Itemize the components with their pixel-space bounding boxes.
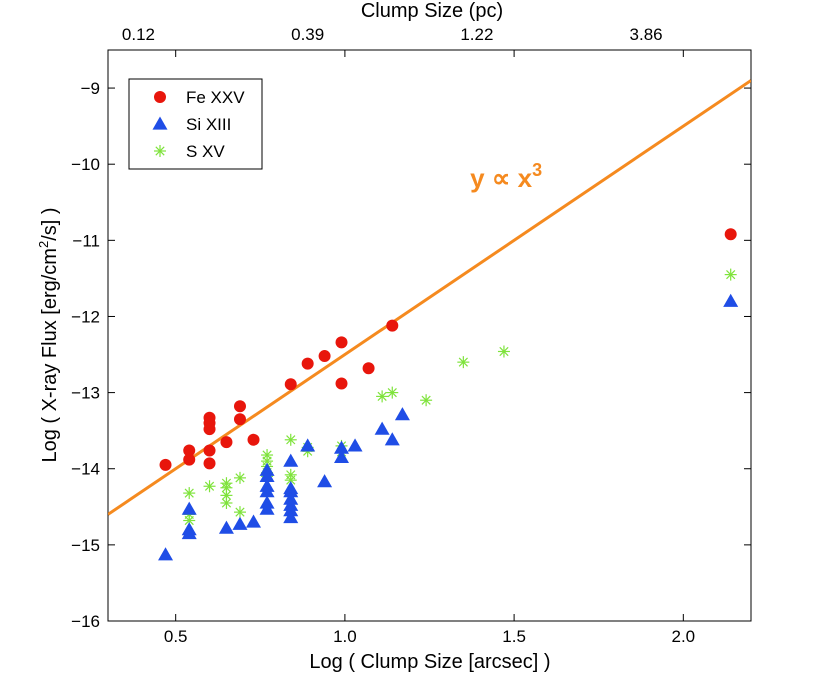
- point-s-xv: [497, 345, 510, 358]
- point-s-xv: [457, 356, 470, 369]
- point-si-xiii: [283, 503, 299, 517]
- legend-box: [128, 78, 263, 170]
- point-fe-xxv: [335, 336, 348, 349]
- point-si-xiii: [394, 407, 410, 421]
- point-s-xv: [183, 487, 196, 500]
- point-fe-xxv: [203, 444, 216, 457]
- point-si-xiii: [374, 421, 390, 435]
- point-si-xiii: [158, 547, 174, 561]
- point-fe-xxv: [362, 362, 375, 375]
- y-tick-label: −13: [71, 384, 100, 403]
- point-s-xv: [220, 496, 233, 509]
- point-si-xiii: [317, 474, 333, 488]
- point-s-xv: [183, 514, 196, 527]
- top-tick-label: 0.39: [291, 25, 324, 44]
- point-si-xiii: [283, 484, 299, 498]
- legend: Fe XXV Si XIII S XV: [128, 78, 263, 170]
- point-si-xiii: [259, 468, 275, 482]
- point-si-xiii: [334, 440, 350, 454]
- top-tick-label: 0.12: [122, 25, 155, 44]
- point-fe-xxv: [335, 377, 348, 390]
- point-fe-xxv: [301, 357, 314, 370]
- point-s-xv: [420, 394, 433, 407]
- top-tick-label: 1.22: [460, 25, 493, 44]
- point-fe-xxv: [183, 453, 196, 466]
- x-tick-label: 1.5: [502, 627, 526, 646]
- point-si-xiii: [232, 516, 248, 530]
- fit-label-sup: 3: [532, 160, 542, 180]
- fit-label-main: y ∝ x: [470, 163, 532, 193]
- x-tick-label: 0.5: [164, 627, 188, 646]
- top-axis-title: Clump Size (pc): [361, 0, 503, 22]
- y-tick-label: −10: [71, 155, 100, 174]
- point-fe-xxv: [318, 350, 331, 363]
- legend-label-si-xiii: Si XIII: [186, 115, 231, 134]
- point-fe-xxv: [284, 378, 297, 391]
- x-tick-label: 2.0: [671, 627, 695, 646]
- point-si-xiii: [218, 520, 234, 534]
- point-si-xiii: [283, 453, 299, 467]
- y-tick-label: −12: [71, 307, 100, 326]
- point-si-xiii: [181, 525, 197, 540]
- point-si-xiii: [300, 438, 316, 452]
- point-s-xv: [376, 390, 389, 403]
- point-si-xiii: [347, 438, 363, 452]
- y-axis-title: Log ( X-ray Flux [erg/cm2/s] ): [36, 207, 61, 462]
- legend-marker-s-xv: [154, 145, 166, 157]
- point-fe-xxv: [247, 433, 260, 446]
- legend-marker-fe-xxv: [154, 91, 166, 103]
- point-si-xiii: [723, 293, 739, 307]
- point-s-xv: [284, 433, 297, 446]
- x-axis-title: Log ( Clump Size [arcsec] ): [309, 651, 550, 673]
- y-tick-label: −14: [71, 460, 100, 479]
- point-s-xv: [203, 480, 216, 493]
- y-axis-title-end: /s] ): [39, 207, 61, 240]
- point-fe-xxv: [220, 436, 233, 449]
- y-tick-label: −9: [81, 79, 100, 98]
- y-axis-title-sup: 2: [36, 241, 51, 248]
- point-si-xiii: [246, 514, 262, 528]
- y-axis-title-main: Log ( X-ray Flux [erg/cm: [39, 248, 61, 463]
- point-s-xv: [233, 506, 246, 519]
- point-fe-xxv: [203, 457, 216, 470]
- legend-label-s-xv: S XV: [186, 142, 225, 161]
- point-fe-xxv: [183, 444, 196, 457]
- point-fe-xxv: [233, 413, 246, 426]
- point-si-xiii: [384, 432, 400, 446]
- point-fe-xxv: [233, 400, 246, 413]
- point-fe-xxv: [203, 423, 216, 436]
- y-tick-label: −16: [71, 612, 100, 631]
- point-s-xv: [724, 268, 737, 281]
- point-si-xiii: [259, 484, 275, 498]
- y-tick-label: −11: [72, 231, 100, 250]
- point-s-xv: [233, 471, 246, 484]
- point-s-xv: [220, 481, 233, 494]
- legend-marker-si-xiii: [152, 116, 168, 130]
- point-si-xiii: [283, 509, 299, 524]
- point-fe-xxv: [159, 458, 172, 471]
- legend-label-fe-xxv: Fe XXV: [186, 88, 245, 107]
- point-si-xiii: [259, 501, 275, 515]
- x-tick-label: 1.0: [333, 627, 357, 646]
- fit-line: [108, 79, 751, 516]
- fit-line-label: y ∝ x3: [470, 160, 542, 193]
- point-fe-xxv: [724, 228, 737, 241]
- point-si-xiii: [181, 501, 197, 515]
- point-s-xv: [386, 386, 399, 399]
- y-tick-label: −15: [71, 536, 100, 555]
- point-fe-xxv: [386, 319, 399, 332]
- point-si-xiii: [334, 449, 350, 463]
- top-tick-label: 3.86: [630, 25, 663, 44]
